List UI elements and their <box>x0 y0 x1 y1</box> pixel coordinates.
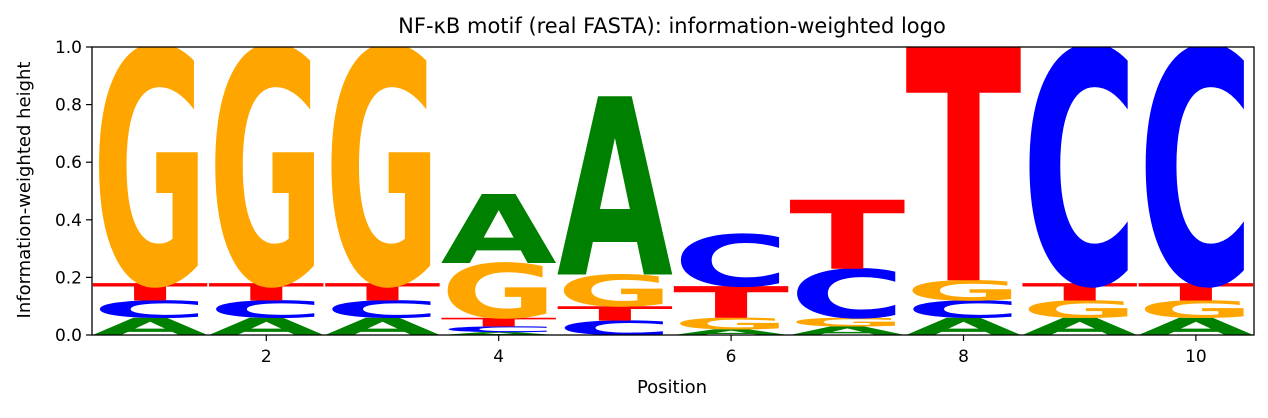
logo-letter-G-pos-7: G <box>789 315 905 329</box>
logo-letter-A-pos-7: A <box>789 324 905 338</box>
logo-letter-A-pos-1: A <box>92 313 208 341</box>
logo-letter-C-pos-1: C <box>92 296 208 324</box>
logo-letter-T-pos-3: T <box>324 278 440 306</box>
logo-letter-G-pos-9: G <box>1022 296 1138 324</box>
logo-letter-G-pos-8: G <box>905 275 1021 307</box>
logo-letter-T-pos-10: T <box>1138 278 1254 306</box>
logo-letter-T-pos-1: T <box>92 278 208 306</box>
y-tick-label: 0.2 <box>55 268 82 288</box>
logo-letter-C-pos-9: C <box>1022 0 1138 361</box>
y-tick-label: 0.6 <box>55 153 82 173</box>
logo-letter-T-pos-9: T <box>1022 278 1138 306</box>
x-tick-label: 10 <box>1185 347 1207 367</box>
x-tick-label: 4 <box>493 347 504 367</box>
y-tick-label: 0.4 <box>55 211 82 231</box>
logo-letter-T-pos-6: T <box>673 278 789 328</box>
logo-letter-A-pos-4: A <box>441 175 557 285</box>
x-tick-label: 8 <box>958 347 969 367</box>
logo-letter-T-pos-4: T <box>441 315 557 329</box>
y-axis-label: Information-weighted height <box>14 62 35 319</box>
y-tick-label: 0.0 <box>55 326 82 346</box>
logo-letter-C-pos-5: C <box>557 317 673 340</box>
y-tick-label: 1.0 <box>55 38 82 58</box>
logo-letter-A-pos-2: A <box>208 313 324 341</box>
logo-letter-G-pos-4: G <box>441 248 557 335</box>
logo-letter-T-pos-7: T <box>789 181 905 291</box>
logo-letter-A-pos-9: A <box>1022 313 1138 341</box>
x-tick-label: 2 <box>261 347 272 367</box>
y-tick-label: 0.8 <box>55 96 82 116</box>
logo-letter-C-pos-10: C <box>1138 0 1254 361</box>
logo-letter-G-pos-6: G <box>673 315 789 333</box>
logo-letter-C-pos-2: C <box>208 296 324 324</box>
logo-letter-C-pos-4: C <box>441 325 557 334</box>
logo-letter-C-pos-3: C <box>324 296 440 324</box>
logo-letter-G-pos-2: G <box>208 0 324 360</box>
logo-letter-A-pos-4: A <box>441 331 557 336</box>
logo-letter-A-pos-6: A <box>673 328 789 337</box>
logo-letter-G-pos-10: G <box>1138 296 1254 324</box>
logo-letter-G-pos-3: G <box>324 0 440 360</box>
chart-title: NF-κB motif (real FASTA): information-we… <box>398 14 946 38</box>
logo-letter-A-pos-10: A <box>1138 313 1254 341</box>
logo-letter-A-pos-3: A <box>324 313 440 341</box>
logo-letter-G-pos-1: G <box>92 0 208 360</box>
x-tick-label: 6 <box>726 347 737 367</box>
logo-letter-G-pos-5: G <box>557 266 673 317</box>
logo-letter-C-pos-8: C <box>905 296 1021 324</box>
x-axis-label: Position <box>637 377 707 398</box>
logo-letter-C-pos-7: C <box>789 255 905 333</box>
logo-letter-T-pos-8: T <box>905 0 1022 356</box>
logo-letter-C-pos-6: C <box>673 220 789 303</box>
logo-letter-T-pos-2: T <box>208 278 324 306</box>
logo-letter-A-pos-8: A <box>905 313 1021 341</box>
logo-letter-T-pos-5: T <box>557 302 674 325</box>
axes-frame <box>91 46 1255 336</box>
logo-letter-A-pos-5: A <box>557 48 673 332</box>
